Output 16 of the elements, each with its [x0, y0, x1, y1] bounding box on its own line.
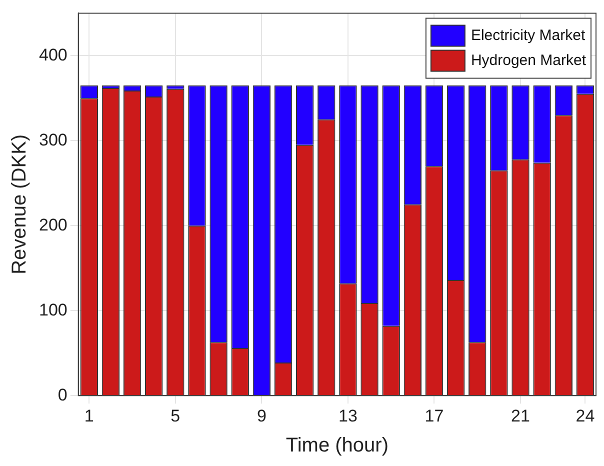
x-tick-label: 5 [170, 406, 180, 426]
y-tick-label: 100 [38, 300, 68, 320]
y-tick-label: 0 [58, 385, 68, 404]
x-tick-label: 17 [424, 406, 444, 426]
y-axis-title: Revenue (DKK) [8, 134, 31, 274]
x-tick-label: 21 [511, 406, 530, 426]
y-tick-label: 300 [38, 130, 68, 150]
x-tick-label: 13 [338, 406, 358, 426]
y-tick-label: 200 [38, 215, 68, 234]
legend-label: Hydrogen Market [470, 52, 587, 69]
y-tick-label: 400 [38, 45, 68, 64]
x-tick-label: 1 [84, 406, 94, 426]
x-tick-label: 9 [256, 406, 266, 426]
legend-label: Electricity Market [470, 26, 586, 44]
x-tick-label: 24 [576, 406, 595, 426]
x-axis-title: Time (hour) [286, 434, 388, 457]
